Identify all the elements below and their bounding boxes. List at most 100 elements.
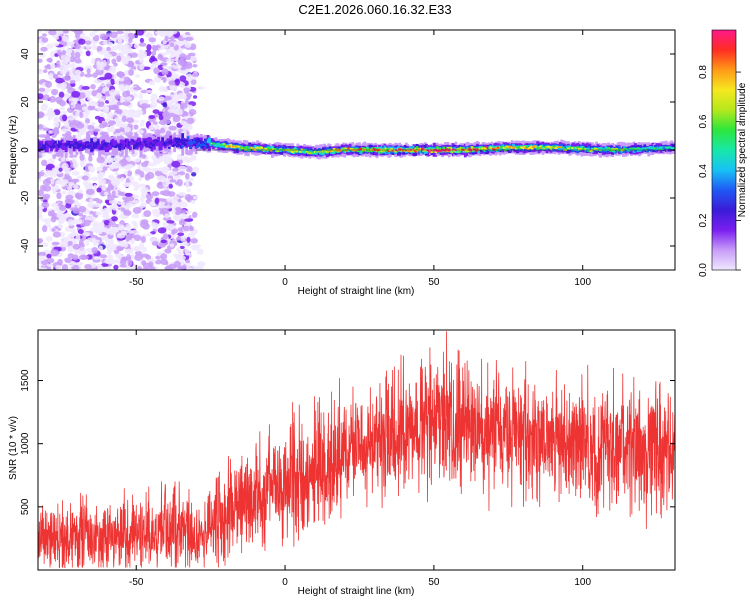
spectrogram-noise-blob	[128, 175, 135, 182]
spectrogram-noise-blob	[45, 235, 53, 242]
spectrogram-ridge-cell	[347, 149, 351, 152]
spectrogram-ridge-cell	[394, 150, 398, 153]
snr-xtick-label: 0	[282, 577, 288, 588]
colorbar-tick-label: 0.4	[698, 164, 709, 178]
spectrogram-noise-blob	[140, 236, 146, 243]
spectrogram-ridge-cell	[114, 140, 118, 144]
spectrogram-noise-blob	[38, 189, 44, 197]
spectrogram-noise-blob	[125, 156, 132, 161]
spectrogram-xlabel: Height of straight line (km)	[298, 286, 415, 297]
spectrogram-ridge-cell	[629, 147, 633, 150]
spectrogram-noise-blob	[41, 159, 48, 167]
spectrogram-noise-blob	[88, 216, 97, 221]
spectrogram-noise-blob	[162, 102, 168, 108]
spectrogram-noise-blob	[91, 246, 99, 254]
spectrogram-noise-blob	[81, 85, 90, 90]
spectrogram-noise-blob	[164, 115, 171, 120]
spectrogram-noise-blob	[108, 42, 113, 47]
spectrogram-marks	[38, 30, 675, 270]
spectrogram-noise-blob	[113, 264, 119, 270]
spectrogram-ridge-cell	[118, 146, 122, 151]
spectrogram-noise-blob	[102, 59, 107, 67]
spectrogram-ridge-cell	[529, 145, 533, 148]
spectrogram-noise-blob	[38, 93, 44, 100]
spectrogram-noise-blob	[72, 264, 80, 270]
spectrogram-noise-blob	[111, 204, 119, 211]
spectrogram-ridge-cell	[130, 140, 134, 143]
spectrogram-noise-blob	[69, 79, 76, 84]
spectrogram-noise-blob	[42, 69, 48, 74]
spectrogram-noise-blob	[108, 115, 114, 121]
spectrogram-ytick-label: 40	[20, 48, 31, 60]
spectrogram-noise-blob	[69, 154, 78, 159]
spectrogram-ridge-cell	[561, 146, 565, 149]
spectrogram-noise-blob	[103, 219, 110, 226]
spectrogram-noise-blob	[53, 121, 60, 128]
spectrogram-noise-blob	[93, 184, 98, 191]
spectrogram-ridge-cell	[138, 144, 142, 148]
spectrogram-noise-blob	[64, 236, 69, 243]
spectrogram-noise-blob	[139, 121, 144, 127]
spectrogram-ridge-cell	[538, 145, 542, 148]
spectrogram-noise-blob	[184, 248, 191, 256]
spectrogram-noise-blob	[142, 262, 152, 270]
spectrogram-noise-blob	[38, 255, 46, 262]
spectrogram-noise-blob	[173, 260, 181, 268]
spectrogram-noise-blob	[162, 64, 169, 69]
spectrogram-noise-blob	[77, 229, 84, 235]
spectrogram-ridge-cell	[157, 136, 160, 142]
spectrogram-ridge-cell	[469, 149, 473, 152]
spectrogram-noise-blob	[116, 201, 126, 205]
spectrogram-ridge-cell	[43, 147, 47, 150]
snr-series-line	[38, 331, 675, 568]
spectrogram-noise-blob	[98, 171, 106, 177]
spectrogram-noise-blob	[124, 126, 131, 133]
spectrogram-noise-blob	[192, 211, 198, 218]
spectrogram-ridge-cell	[506, 145, 510, 148]
spectrogram-noise-blob	[133, 86, 142, 91]
spectrogram-noise-blob	[79, 153, 85, 161]
spectrogram-noise-blob	[126, 117, 134, 124]
spectrogram-ridge-cell	[615, 147, 619, 150]
spectrogram-ridge-cell	[567, 147, 570, 150]
spectrogram-noise-blob	[133, 187, 138, 191]
spectrogram-noise-blob	[107, 112, 113, 116]
spectrogram-ridge-cell	[62, 142, 65, 145]
spectrogram-ridge-cell	[49, 146, 53, 152]
spectrogram-noise-blob	[154, 197, 160, 205]
spectrogram-ridge-cell	[339, 149, 343, 152]
spectrogram-noise-blob	[78, 243, 85, 249]
spectrogram-noise-blob	[115, 30, 124, 35]
spectrogram-noise-blob	[50, 88, 59, 96]
spectrogram-noise-blob	[111, 58, 117, 65]
spectrogram-noise-blob	[86, 124, 95, 130]
spectrogram-noise-blob	[58, 218, 65, 225]
spectrogram-noise-blob	[185, 172, 190, 180]
spectrogram-noise-blob	[79, 161, 86, 168]
spectrogram-noise-blob	[43, 185, 52, 192]
spectrogram-noise-blob	[99, 190, 107, 197]
spectrogram-ridge-cell	[161, 137, 164, 142]
spectrogram-noise-blob	[99, 254, 108, 259]
spectrogram-ridge-cell	[276, 149, 280, 153]
spectrogram-ridge-cell	[591, 147, 594, 150]
spectrogram-noise-blob	[71, 156, 77, 164]
spectrogram-noise-blob	[74, 51, 81, 59]
spectrogram-ridge-cell	[38, 140, 41, 146]
spectrogram-noise-blob	[61, 133, 69, 137]
spectrogram-noise-blob	[97, 89, 103, 93]
spectrogram-noise-blob	[118, 83, 126, 91]
spectrogram-noise-blob	[138, 183, 146, 188]
spectrogram-noise-blob	[47, 116, 52, 121]
spectrogram-ridge-cell	[106, 146, 110, 150]
spectrogram-ridge-cell	[179, 140, 183, 143]
spectrogram-ridge-cell	[646, 149, 649, 153]
spectrogram-noise-blob	[192, 166, 200, 174]
spectrogram-noise-blob	[159, 127, 166, 134]
spectrogram-noise-blob	[180, 235, 185, 242]
spectrogram-ridge-cell	[658, 148, 661, 151]
spectrogram-noise-blob	[61, 264, 69, 270]
spectrogram-ridge-cell	[145, 143, 148, 146]
spectrogram-noise-blob	[61, 190, 67, 195]
spectrogram-ridge-cell	[305, 150, 309, 153]
